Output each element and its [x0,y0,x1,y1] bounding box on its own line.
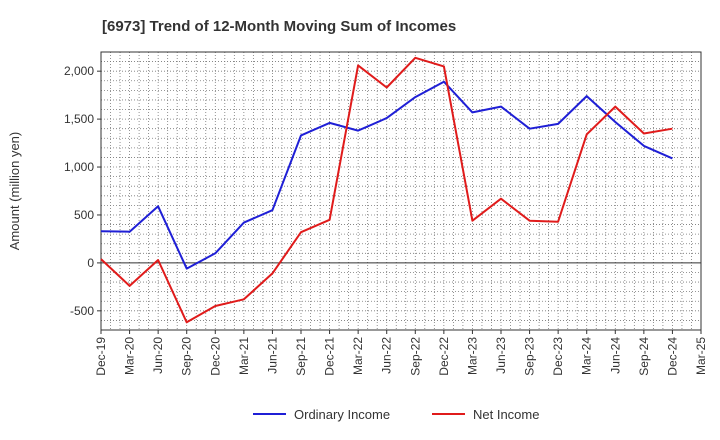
x-tick-label: Sep-21 [294,337,308,376]
legend: Ordinary Income Net Income [253,407,539,422]
y-tick-label: 1,500 [64,112,94,126]
y-tick-label: 500 [74,208,94,222]
x-tick-label: Sep-23 [523,337,537,376]
x-tick-label: Dec-24 [665,337,679,376]
x-tick-label: Mar-23 [465,337,479,375]
x-tick-label: Dec-23 [551,337,565,376]
x-tick-label: Dec-19 [94,337,108,376]
x-tick-label: Mar-24 [580,337,594,375]
plot-frame [100,51,702,331]
series-lines [100,56,673,324]
x-tick-label: Jun-22 [380,337,394,374]
x-tick-label: Mar-21 [237,337,251,375]
y-tick-label: 1,000 [64,160,94,174]
legend-label: Ordinary Income [294,407,390,422]
x-tick-label: Jun-24 [608,337,622,374]
x-tick-label: Jun-21 [265,337,279,374]
x-tick-label: Dec-20 [208,337,222,376]
y-axis-ticks: -500 0 500 1,000 1,500 2,000 [64,64,101,318]
series-line-ordinary-income [100,80,673,270]
y-axis-label: Amount (million yen) [7,132,22,251]
chart-title: [6973] Trend of 12-Month Moving Sum of I… [102,18,456,35]
y-tick-label: 2,000 [64,64,94,78]
x-tick-label: Sep-20 [180,337,194,376]
x-tick-label: Sep-24 [637,337,651,376]
legend-label: Net Income [473,407,539,422]
x-tick-label: Mar-20 [123,337,137,375]
x-tick-label: Dec-22 [437,337,451,376]
y-tick-label: 0 [87,256,94,270]
grid [100,52,701,330]
x-tick-label: Sep-22 [408,337,422,376]
x-tick-label: Jun-20 [151,337,165,374]
x-tick-label: Mar-22 [351,337,365,375]
x-tick-label: Dec-21 [323,337,337,376]
y-tick-label: -500 [70,304,94,318]
x-axis-ticks: Dec-19 Mar-20 Jun-20 Sep-20 Dec-20 Mar-21 Jun-… [94,330,708,376]
series-line-net-income [100,56,673,324]
x-tick-label: Mar-25 [694,337,708,375]
x-tick-label: Jun-23 [494,337,508,374]
